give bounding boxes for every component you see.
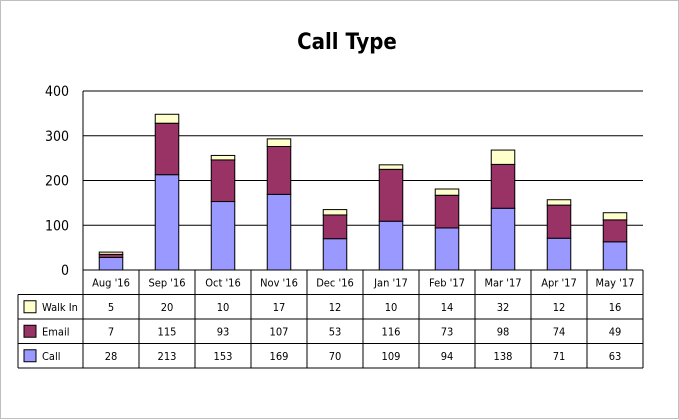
table-cell-call-sep-16: 213 <box>158 350 177 363</box>
table-cell-walk-in-nov-16: 17 <box>273 301 286 314</box>
category-label-feb-17: Feb '17 <box>429 276 465 289</box>
table-cell-walk-in-sep-16: 20 <box>161 301 174 314</box>
table-cell-email-mar-17: 98 <box>497 325 510 338</box>
table-cell-walk-in-aug-16: 5 <box>108 301 114 314</box>
y-tick-label-0: 0 <box>61 263 69 279</box>
table-cell-walk-in-oct-16: 10 <box>217 301 230 314</box>
category-label-may-17: May '17 <box>596 276 635 289</box>
category-label-sep-16: Sep '16 <box>148 276 185 289</box>
table-cell-call-mar-17: 138 <box>494 350 513 363</box>
chart-title: Call Type <box>297 30 397 55</box>
category-label-nov-16: Nov '16 <box>260 276 298 289</box>
bar-call-nov-16 <box>266 193 292 271</box>
category-label-oct-16: Oct '16 <box>205 276 241 289</box>
table-cell-walk-in-may-17: 16 <box>609 301 622 314</box>
category-label-apr-17: Apr '17 <box>541 276 577 289</box>
table-cell-email-apr-17: 74 <box>553 325 566 338</box>
category-label-mar-17: Mar '17 <box>484 276 521 289</box>
legend-label-call: Call <box>42 350 60 363</box>
category-label-dec-16: Dec '16 <box>316 276 354 289</box>
bar-email-mar-17 <box>490 163 516 209</box>
table-cell-email-oct-16: 93 <box>217 325 230 338</box>
table-cell-walk-in-dec-16: 12 <box>329 301 342 314</box>
bar-call-sep-16 <box>154 174 180 271</box>
table-cell-email-may-17: 49 <box>609 325 622 338</box>
bar-email-dec-16 <box>322 214 348 240</box>
table-cell-call-aug-16: 28 <box>105 350 118 363</box>
table-cell-call-dec-16: 70 <box>329 350 342 363</box>
y-tick-label-100: 100 <box>45 218 69 234</box>
bar-email-apr-17 <box>546 204 572 239</box>
y-tick-label-300: 300 <box>45 129 69 145</box>
bar-walk-in-may-17 <box>602 212 628 221</box>
bar-email-sep-16 <box>154 122 180 176</box>
category-label-aug-16: Aug '16 <box>92 276 130 289</box>
table-cell-walk-in-mar-17: 32 <box>497 301 510 314</box>
legend-key-call <box>23 349 37 363</box>
bar-call-mar-17 <box>490 207 516 271</box>
bar-email-feb-17 <box>434 194 460 229</box>
table-cell-call-apr-17: 71 <box>553 350 566 363</box>
bar-call-may-17 <box>602 241 628 271</box>
category-label-jan-17: Jan '17 <box>373 276 408 289</box>
table-cell-call-jan-17: 109 <box>382 350 401 363</box>
table-cell-email-aug-16: 7 <box>108 325 114 338</box>
bar-call-aug-16 <box>98 256 124 271</box>
bar-walk-in-mar-17 <box>490 149 516 165</box>
legend-label-email: Email <box>42 325 69 338</box>
bar-call-dec-16 <box>322 238 348 271</box>
table-cell-walk-in-feb-17: 14 <box>441 301 454 314</box>
legend-key-walk-in <box>23 300 37 314</box>
y-tick-label-200: 200 <box>45 174 69 190</box>
table-cell-email-jan-17: 116 <box>382 325 401 338</box>
table-cell-email-feb-17: 73 <box>441 325 454 338</box>
bar-email-nov-16 <box>266 145 292 195</box>
bar-walk-in-aug-16 <box>98 251 124 255</box>
legend-label-walk-in: Walk In <box>42 301 78 314</box>
bar-call-feb-17 <box>434 227 460 271</box>
table-cell-call-oct-16: 153 <box>214 350 233 363</box>
data-table: Aug '16 Sep '16 Oct '16 Nov '16 Dec '16 Jan '… <box>17 269 644 369</box>
table-cell-call-feb-17: 94 <box>441 350 454 363</box>
bar-walk-in-sep-16 <box>154 113 180 124</box>
table-cell-call-may-17: 63 <box>609 350 622 363</box>
bar-walk-in-nov-16 <box>266 138 292 147</box>
table-cell-email-sep-16: 115 <box>158 325 177 338</box>
bar-walk-in-jan-17 <box>378 164 404 170</box>
bar-email-may-17 <box>602 219 628 243</box>
legend-key-email <box>23 324 37 338</box>
table-cell-call-nov-16: 169 <box>270 350 289 363</box>
y-tick-label-400: 400 <box>45 84 69 100</box>
bar-call-apr-17 <box>546 237 572 271</box>
bar-call-jan-17 <box>378 220 404 271</box>
bar-call-oct-16 <box>210 201 236 271</box>
bar-walk-in-oct-16 <box>210 154 236 161</box>
bar-walk-in-apr-17 <box>546 199 572 206</box>
bar-walk-in-feb-17 <box>434 188 460 196</box>
y-axis-ticks: 0 100 200 300 400 <box>45 84 69 279</box>
table-cell-walk-in-apr-17: 12 <box>553 301 566 314</box>
bars <box>98 113 628 271</box>
bar-email-jan-17 <box>378 168 404 222</box>
table-cell-walk-in-jan-17: 10 <box>385 301 398 314</box>
table-cell-email-dec-16: 53 <box>329 325 342 338</box>
bar-walk-in-dec-16 <box>322 209 348 216</box>
table-cell-email-nov-16: 107 <box>270 325 289 338</box>
bar-email-oct-16 <box>210 159 236 203</box>
